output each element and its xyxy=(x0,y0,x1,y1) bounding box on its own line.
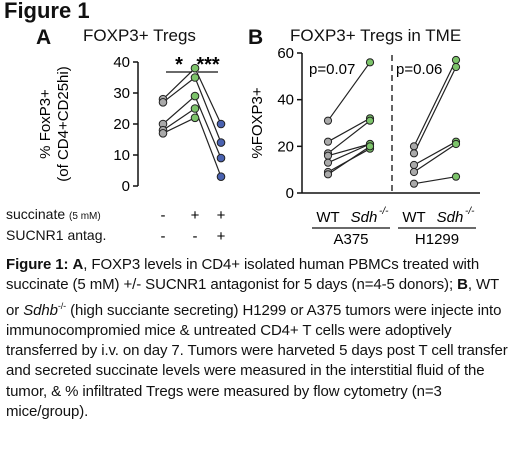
data-point-wt xyxy=(323,151,333,160)
donor-line xyxy=(194,108,222,177)
x-label-sdh: Sdh xyxy=(437,209,464,226)
donor-line xyxy=(162,67,196,100)
p-value-label: p=0.07 xyxy=(309,61,355,78)
panel-b-letter: B xyxy=(248,26,264,49)
row-label-antagonist-text: SUCNR1 antag. xyxy=(6,227,107,243)
data-point-wt xyxy=(409,160,419,170)
caption-a-text: , FOXP3 levels in CD4+ isolated human PB… xyxy=(6,256,480,294)
data-point-wt xyxy=(409,142,419,151)
panel-a-title: FOXP3+ Tregs xyxy=(83,26,196,45)
donor-line xyxy=(194,67,222,125)
pair-line xyxy=(327,145,371,175)
pair-line xyxy=(413,59,457,147)
data-point-a xyxy=(158,129,168,138)
data-point-wt xyxy=(323,116,333,125)
data-point-a xyxy=(216,153,226,163)
data-point-a xyxy=(190,113,200,123)
y-tick-label-b: 40 xyxy=(277,92,294,109)
pair-line xyxy=(327,120,371,154)
x-label-sdh: Sdh xyxy=(351,209,378,226)
data-point-a xyxy=(216,119,226,129)
figure-caption: Figure 1: A, FOXP3 levels in CD4+ isolat… xyxy=(6,255,516,422)
y-tick-label-a: 30 xyxy=(113,85,130,102)
x-label-wt: WT xyxy=(316,209,339,226)
data-point-a xyxy=(216,172,226,181)
y-tick-label-a: 40 xyxy=(113,54,130,71)
caption-a-letter: A xyxy=(72,256,84,273)
row-label-succinate: succinate (5 mM) xyxy=(6,206,101,222)
y-axis-label-a-line1: % FoxP3+ xyxy=(37,89,54,159)
condition-sign: + xyxy=(217,228,226,245)
y-tick-label-a: 0 xyxy=(122,178,130,195)
caption-b-letter: B xyxy=(457,276,468,294)
donor-line xyxy=(194,95,222,159)
data-point-a xyxy=(190,63,200,73)
y-tick-label-b: 0 xyxy=(286,185,294,202)
pair-line xyxy=(413,143,457,173)
y-axis-label-b: %FOXP3+ xyxy=(249,87,266,159)
data-point-wt xyxy=(323,137,333,146)
panel-b-title: FOXP3+ Tregs in TME xyxy=(290,26,462,45)
data-point-sdh xyxy=(451,55,461,65)
data-point-a xyxy=(190,91,200,101)
row-label-antagonist: SUCNR1 antag. xyxy=(6,227,106,243)
caption-label: Figure 1: xyxy=(6,256,69,273)
data-point-wt xyxy=(323,158,333,167)
data-point-sdh xyxy=(451,62,461,72)
data-point-a xyxy=(216,138,226,147)
x-label-sdh-sup: -/- xyxy=(379,206,389,217)
group-name: A375 xyxy=(333,231,368,248)
data-point-sdh xyxy=(365,58,375,67)
data-point-sdh xyxy=(365,142,375,151)
condition-sign: + xyxy=(217,207,226,224)
donor-line xyxy=(162,108,196,131)
data-point-a xyxy=(190,104,200,113)
x-label-wt: WT xyxy=(402,209,425,226)
data-point-wt xyxy=(323,170,333,179)
pair-line xyxy=(327,61,371,122)
pair-line xyxy=(413,141,457,166)
pair-line xyxy=(327,143,371,164)
donor-line xyxy=(162,77,196,103)
group-name: H1299 xyxy=(415,231,459,248)
data-point-wt xyxy=(409,149,419,158)
pair-line xyxy=(413,66,457,154)
caption-gene-sup: -/- xyxy=(57,300,67,311)
data-point-sdh xyxy=(451,172,461,181)
row-label-succinate-sub: (5 mM) xyxy=(69,211,101,222)
y-tick-label-b: 60 xyxy=(277,45,294,62)
caption-b-text1: , WT or xyxy=(6,276,499,319)
condition-sign: - xyxy=(193,228,198,245)
row-label-succinate-text: succinate xyxy=(6,206,66,222)
donor-line xyxy=(162,95,196,125)
data-point-sdh xyxy=(365,116,375,125)
donor-line xyxy=(194,77,222,143)
p-value-label: p=0.06 xyxy=(396,61,442,78)
panel-a-letter: A xyxy=(36,26,52,49)
significance-label: *** xyxy=(196,54,220,76)
pair-line xyxy=(327,143,371,157)
condition-sign: - xyxy=(161,207,166,224)
caption-gene: Sdhb xyxy=(23,301,58,319)
caption-b-text2: (high succiante secreting) H1299 or A375… xyxy=(6,301,508,421)
y-tick-label-b: 20 xyxy=(277,138,294,155)
significance-label: * xyxy=(175,54,183,76)
donor-line xyxy=(162,117,196,134)
figure-title: Figure 1 xyxy=(4,0,90,23)
data-point-wt xyxy=(409,179,419,188)
condition-sign: - xyxy=(161,228,166,245)
y-tick-label-a: 20 xyxy=(113,116,130,133)
pair-line xyxy=(413,176,457,185)
data-point-sdh xyxy=(451,139,461,149)
x-label-sdh-sup: -/- xyxy=(465,206,475,217)
data-point-a xyxy=(190,73,200,82)
data-point-a xyxy=(158,98,168,107)
data-point-wt xyxy=(409,167,419,177)
pair-line xyxy=(327,117,371,143)
condition-sign: + xyxy=(191,207,200,224)
y-axis-label-a-line2: (of CD4+CD25hi) xyxy=(55,66,72,181)
y-tick-label-a: 10 xyxy=(113,147,130,164)
